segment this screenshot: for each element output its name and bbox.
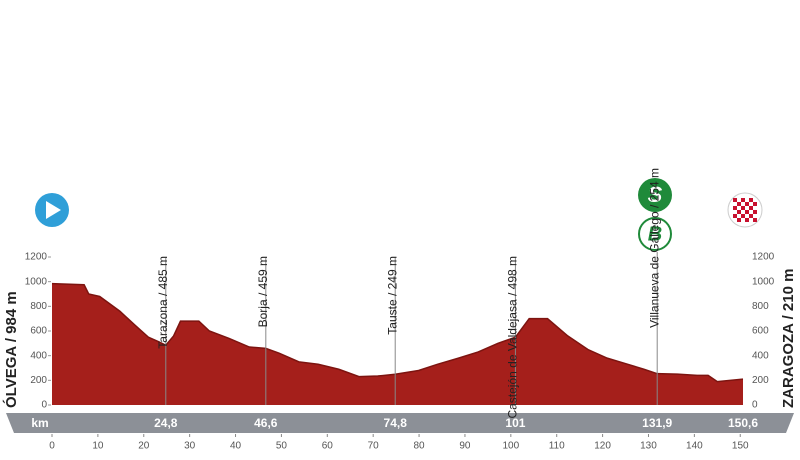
waypoint-km: 24,8 bbox=[154, 416, 178, 430]
x-tick-label: 70 bbox=[368, 441, 380, 452]
finish-check bbox=[753, 218, 757, 222]
elevation-area bbox=[52, 283, 743, 405]
waypoint-label: Tarazona / 485 m bbox=[156, 256, 170, 349]
finish-check bbox=[733, 206, 737, 210]
finish-check bbox=[745, 210, 749, 214]
waypoint-km: 74,8 bbox=[384, 416, 408, 430]
finish-icon bbox=[727, 192, 763, 228]
x-tick-label: 50 bbox=[276, 441, 288, 452]
y-tick-label: 1000 bbox=[25, 276, 48, 287]
finish-check bbox=[733, 214, 737, 218]
x-tick-label: 120 bbox=[594, 441, 611, 452]
y-tick-label: 1200 bbox=[25, 252, 48, 263]
start-label: ÓLVEGA / 984 m bbox=[2, 291, 20, 408]
finish-check bbox=[737, 210, 741, 214]
finish-check bbox=[733, 198, 737, 202]
y-tick-label: 600 bbox=[30, 326, 47, 337]
sprint-icon bbox=[638, 178, 672, 212]
x-tick-label: 40 bbox=[230, 441, 242, 452]
x-axis-label: km bbox=[31, 416, 48, 430]
waypoint-km: 150,6 bbox=[728, 416, 758, 430]
finish-check bbox=[737, 218, 741, 222]
y-tick-label-right: 600 bbox=[752, 326, 769, 337]
finish-check bbox=[749, 214, 753, 218]
waypoint-label: Castejón de Valdejasa / 498 m bbox=[506, 256, 520, 419]
finish-check bbox=[749, 206, 753, 210]
y-tick-label: 400 bbox=[30, 350, 47, 361]
y-tick-label-right: 0 bbox=[752, 400, 758, 411]
x-tick-label: 30 bbox=[184, 441, 196, 452]
waypoint-km: 101 bbox=[505, 416, 525, 430]
waypoint-label: Tauste / 249 m bbox=[385, 256, 399, 335]
km-bar bbox=[6, 413, 794, 433]
y-tick-label-right: 1000 bbox=[752, 276, 775, 287]
finish-check bbox=[737, 202, 741, 206]
finish-label: ZARAGOZA / 210 m bbox=[780, 269, 797, 408]
finish-check bbox=[753, 202, 757, 206]
finish-check bbox=[745, 218, 749, 222]
waypoint-km: 46,6 bbox=[254, 416, 278, 430]
y-tick-label-right: 1200 bbox=[752, 252, 775, 263]
x-tick-label: 150 bbox=[732, 441, 749, 452]
y-tick-label-right: 400 bbox=[752, 350, 769, 361]
waypoint-km: 131,9 bbox=[642, 416, 672, 430]
y-tick-label: 0 bbox=[41, 400, 47, 411]
x-tick-label: 60 bbox=[322, 441, 334, 452]
x-tick-label: 140 bbox=[686, 441, 703, 452]
x-tick-label: 80 bbox=[414, 441, 426, 452]
waypoint-label: Villanueva de Gállego / 254 m bbox=[647, 168, 661, 328]
y-tick-label: 200 bbox=[30, 375, 47, 386]
x-tick-label: 100 bbox=[502, 441, 519, 452]
y-tick-label-right: 800 bbox=[752, 301, 769, 312]
x-tick-label: 90 bbox=[459, 441, 471, 452]
start-arrow bbox=[46, 201, 61, 219]
finish-check bbox=[745, 202, 749, 206]
finish-check bbox=[741, 214, 745, 218]
finish-check bbox=[741, 206, 745, 210]
bonus-icon bbox=[638, 217, 672, 251]
finish-check bbox=[753, 210, 757, 214]
elevation-edge bbox=[51, 282, 744, 383]
x-tick-label: 10 bbox=[92, 441, 104, 452]
sprint-letter: S bbox=[648, 182, 663, 207]
x-tick-label: 20 bbox=[138, 441, 150, 452]
x-tick-label: 110 bbox=[549, 441, 565, 452]
finish-check bbox=[741, 198, 745, 202]
y-tick-label-right: 200 bbox=[752, 375, 769, 386]
x-tick-label: 0 bbox=[49, 441, 55, 452]
waypoint-label: Borja / 459 m bbox=[256, 256, 270, 327]
y-tick-label: 800 bbox=[30, 301, 47, 312]
finish-check bbox=[749, 198, 753, 202]
bonus-letter: B bbox=[648, 223, 662, 245]
x-tick-label: 130 bbox=[640, 441, 657, 452]
